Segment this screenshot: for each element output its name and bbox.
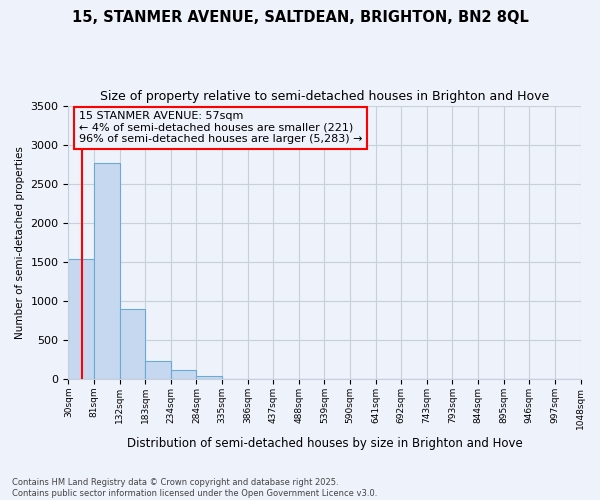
Bar xyxy=(119,308,145,379)
Y-axis label: Number of semi-detached properties: Number of semi-detached properties xyxy=(15,146,25,338)
Bar xyxy=(171,370,196,379)
Text: Contains HM Land Registry data © Crown copyright and database right 2025.
Contai: Contains HM Land Registry data © Crown c… xyxy=(12,478,377,498)
X-axis label: Distribution of semi-detached houses by size in Brighton and Hove: Distribution of semi-detached houses by … xyxy=(127,437,523,450)
Text: 15 STANMER AVENUE: 57sqm
← 4% of semi-detached houses are smaller (221)
96% of s: 15 STANMER AVENUE: 57sqm ← 4% of semi-de… xyxy=(79,111,362,144)
Bar xyxy=(94,164,119,379)
Bar xyxy=(196,376,222,379)
Text: 15, STANMER AVENUE, SALTDEAN, BRIGHTON, BN2 8QL: 15, STANMER AVENUE, SALTDEAN, BRIGHTON, … xyxy=(71,10,529,25)
Bar xyxy=(68,260,94,379)
Title: Size of property relative to semi-detached houses in Brighton and Hove: Size of property relative to semi-detach… xyxy=(100,90,549,103)
Bar xyxy=(145,361,171,379)
